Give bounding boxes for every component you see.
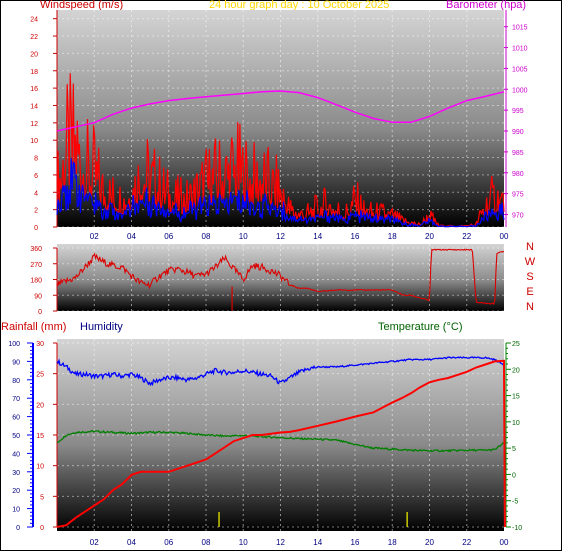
rain-x-tick-label: 08 (202, 538, 211, 547)
wind-x-tick-label: 22 (462, 232, 471, 241)
humidity-axis-title: Humidity (80, 321, 123, 333)
rain-x-tick-label: 16 (351, 538, 360, 547)
wind-y-tick-label: 10 (30, 138, 38, 145)
humidity-y-tick-label: 30 (12, 470, 20, 477)
temperature-axis-title: Temperature (°C) (378, 321, 463, 333)
compass-label-n: N (526, 301, 534, 313)
wind-x-tick-label: 02 (90, 232, 99, 241)
humidity-y-tick-label: 100 (8, 341, 20, 348)
temp-y-tick-label: 25 (512, 341, 520, 348)
rain-y-tick-label: 10 (36, 464, 44, 471)
humidity-y-tick-label: 20 (12, 488, 20, 495)
wind-y-tick-label: 6 (34, 173, 38, 180)
compass-label-s: S (526, 271, 533, 283)
direction-y-tick-label: 360 (30, 246, 42, 253)
temp-y-tick-label: -10 (512, 525, 522, 532)
wind-y-tick-label: 18 (30, 69, 38, 76)
baro-y-tick-label: 985 (512, 150, 524, 157)
rain-y-tick-label: 5 (40, 494, 44, 501)
rain-x-tick-label: 20 (425, 538, 434, 547)
humidity-y-tick-label: 80 (12, 378, 20, 385)
rain-y-tick-label: 20 (36, 402, 44, 409)
humidity-y-tick-label: 40 (12, 451, 20, 458)
temp-y-tick-label: 0 (512, 472, 516, 479)
rain-x-tick-label: 18 (388, 538, 397, 547)
baro-y-tick-label: 995 (512, 108, 524, 115)
temperature-line (56, 430, 505, 453)
rain-y-tick-label: 0 (40, 525, 44, 532)
rain-x-tick-label: 14 (313, 538, 322, 547)
baro-y-tick-label: 980 (512, 171, 524, 178)
graph-title: 24 hour graph day : 10 October 2025 (209, 0, 390, 11)
rain-x-tick-label: 00 (500, 538, 509, 547)
wind-x-tick-label: 08 (202, 232, 211, 241)
rainfall-axis-title: Rainfall (mm) (1, 321, 67, 333)
humidity-y-tick-label: 60 (12, 415, 20, 422)
humidity-y-tick-label: 90 (12, 359, 20, 366)
humidity-y-tick-label: 10 (12, 507, 20, 514)
wind-y-tick-label: 14 (30, 103, 38, 110)
wind-y-tick-label: 20 (30, 51, 38, 58)
baro-y-tick-label: 1005 (512, 66, 528, 73)
wind-x-tick-label: 14 (313, 232, 322, 241)
wind-x-tick-label: 16 (351, 232, 360, 241)
rain-x-tick-label: 02 (90, 538, 99, 547)
baro-y-tick-label: 1015 (512, 25, 528, 32)
wind-y-tick-label: 0 (34, 225, 38, 232)
rain-y-tick-label: 15 (36, 433, 44, 440)
wind-x-tick-label: 20 (425, 232, 434, 241)
baro-y-tick-label: 970 (512, 212, 524, 219)
rain-x-tick-label: 22 (462, 538, 471, 547)
wind-x-tick-label: 18 (388, 232, 397, 241)
compass-label-n: N (526, 241, 534, 253)
temp-y-tick-label: 15 (512, 394, 520, 401)
direction-y-tick-label: 270 (30, 262, 42, 269)
wind-average-line (56, 158, 505, 228)
compass-label-e: E (526, 286, 533, 298)
wind-y-tick-label: 24 (30, 17, 38, 24)
rain-y-tick-label: 30 (36, 341, 44, 348)
windspeed-axis-title: Windspeed (m/s) (40, 0, 124, 11)
rain-y-tick-label: 25 (36, 372, 44, 379)
baro-y-tick-label: 1000 (512, 87, 528, 94)
barometer-axis-title: Barometer (hpa) (446, 0, 527, 11)
baro-y-tick-label: 1010 (512, 46, 528, 53)
wind-x-tick-label: 04 (127, 232, 136, 241)
direction-y-tick-label: 0 (38, 309, 42, 316)
direction-y-tick-label: 90 (34, 293, 42, 300)
temp-y-tick-label: 5 (512, 446, 516, 453)
humidity-y-tick-label: 0 (16, 525, 20, 532)
baro-y-tick-label: 990 (512, 129, 524, 136)
wind-direction-line (56, 248, 505, 305)
barometer-line (56, 90, 505, 132)
wind-y-tick-label: 8 (34, 156, 38, 163)
wind-y-tick-label: 4 (34, 190, 38, 197)
humidity-line (56, 356, 505, 387)
temp-y-tick-label: -5 (512, 499, 518, 506)
compass-label-w: W (525, 256, 536, 268)
wind-y-tick-label: 12 (30, 121, 38, 128)
humidity-y-tick-label: 50 (12, 433, 20, 440)
humidity-y-tick-label: 70 (12, 396, 20, 403)
rain-x-tick-label: 06 (164, 538, 173, 547)
wind-x-tick-label: 12 (276, 232, 285, 241)
wind-y-tick-label: 2 (34, 208, 38, 215)
rainfall-line (56, 359, 506, 528)
temp-y-tick-label: 10 (512, 420, 520, 427)
temp-y-tick-label: 20 (512, 367, 520, 374)
rain-x-tick-label: 10 (239, 538, 248, 547)
wind-x-tick-label: 00 (500, 232, 509, 241)
rain-x-tick-label: 12 (276, 538, 285, 547)
wind-x-tick-label: 10 (239, 232, 248, 241)
wind-x-tick-label: 06 (164, 232, 173, 241)
wind-y-tick-label: 16 (30, 86, 38, 93)
direction-y-tick-label: 180 (30, 278, 42, 285)
wind-y-tick-label: 22 (30, 34, 38, 41)
rain-x-tick-label: 04 (127, 538, 136, 547)
baro-y-tick-label: 975 (512, 192, 524, 199)
